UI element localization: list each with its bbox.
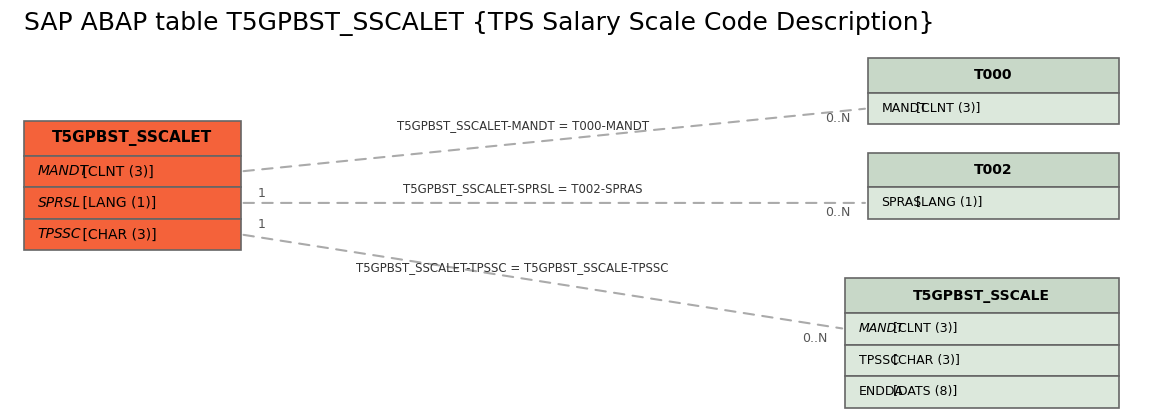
Text: 0..N: 0..N xyxy=(825,112,851,125)
Text: [CHAR (3)]: [CHAR (3)] xyxy=(889,354,960,367)
Text: 0..N: 0..N xyxy=(803,332,827,345)
Text: [CHAR (3)]: [CHAR (3)] xyxy=(78,227,156,241)
Text: [LANG (1)]: [LANG (1)] xyxy=(78,196,156,210)
Text: 1: 1 xyxy=(258,218,266,231)
FancyBboxPatch shape xyxy=(25,156,240,187)
Text: T5GPBST_SSCALET-SPRSL = T002-SPRAS: T5GPBST_SSCALET-SPRSL = T002-SPRAS xyxy=(403,182,643,195)
Text: TPSSC: TPSSC xyxy=(37,227,82,241)
FancyBboxPatch shape xyxy=(868,153,1118,187)
Text: [CLNT (3)]: [CLNT (3)] xyxy=(913,102,980,115)
Text: T5GPBST_SSCALET-MANDT = T000-MANDT: T5GPBST_SSCALET-MANDT = T000-MANDT xyxy=(397,119,649,132)
FancyBboxPatch shape xyxy=(25,187,240,219)
Text: [DATS (8)]: [DATS (8)] xyxy=(889,385,958,398)
Text: [CLNT (3)]: [CLNT (3)] xyxy=(78,164,154,178)
Text: ENDDA: ENDDA xyxy=(859,385,903,398)
Text: T5GPBST_SSCALE: T5GPBST_SSCALE xyxy=(914,289,1050,303)
Text: MANDT: MANDT xyxy=(881,102,928,115)
FancyBboxPatch shape xyxy=(845,279,1118,313)
FancyBboxPatch shape xyxy=(868,187,1118,219)
FancyBboxPatch shape xyxy=(25,121,240,156)
Text: SPRAS: SPRAS xyxy=(881,196,922,209)
FancyBboxPatch shape xyxy=(868,93,1118,124)
Text: 0..N: 0..N xyxy=(825,206,851,219)
Text: MANDT: MANDT xyxy=(859,322,904,335)
FancyBboxPatch shape xyxy=(845,345,1118,376)
Text: T5GPBST_SSCALET: T5GPBST_SSCALET xyxy=(53,130,212,146)
FancyBboxPatch shape xyxy=(25,219,240,250)
FancyBboxPatch shape xyxy=(868,58,1118,93)
Text: TPSSC: TPSSC xyxy=(859,354,899,367)
Text: 1: 1 xyxy=(258,187,266,200)
Text: MANDT: MANDT xyxy=(37,164,89,178)
FancyBboxPatch shape xyxy=(845,313,1118,345)
Text: T002: T002 xyxy=(973,163,1013,177)
Text: SPRSL: SPRSL xyxy=(37,196,82,210)
Text: [CLNT (3)]: [CLNT (3)] xyxy=(889,322,958,335)
Text: T000: T000 xyxy=(974,68,1013,82)
Text: T5GPBST_SSCALET-TPSSC = T5GPBST_SSCALE-TPSSC: T5GPBST_SSCALET-TPSSC = T5GPBST_SSCALE-T… xyxy=(356,261,669,274)
Text: SAP ABAP table T5GPBST_SSCALET {TPS Salary Scale Code Description}: SAP ABAP table T5GPBST_SSCALET {TPS Sala… xyxy=(25,11,935,36)
Text: [LANG (1)]: [LANG (1)] xyxy=(913,196,983,209)
FancyBboxPatch shape xyxy=(845,376,1118,408)
